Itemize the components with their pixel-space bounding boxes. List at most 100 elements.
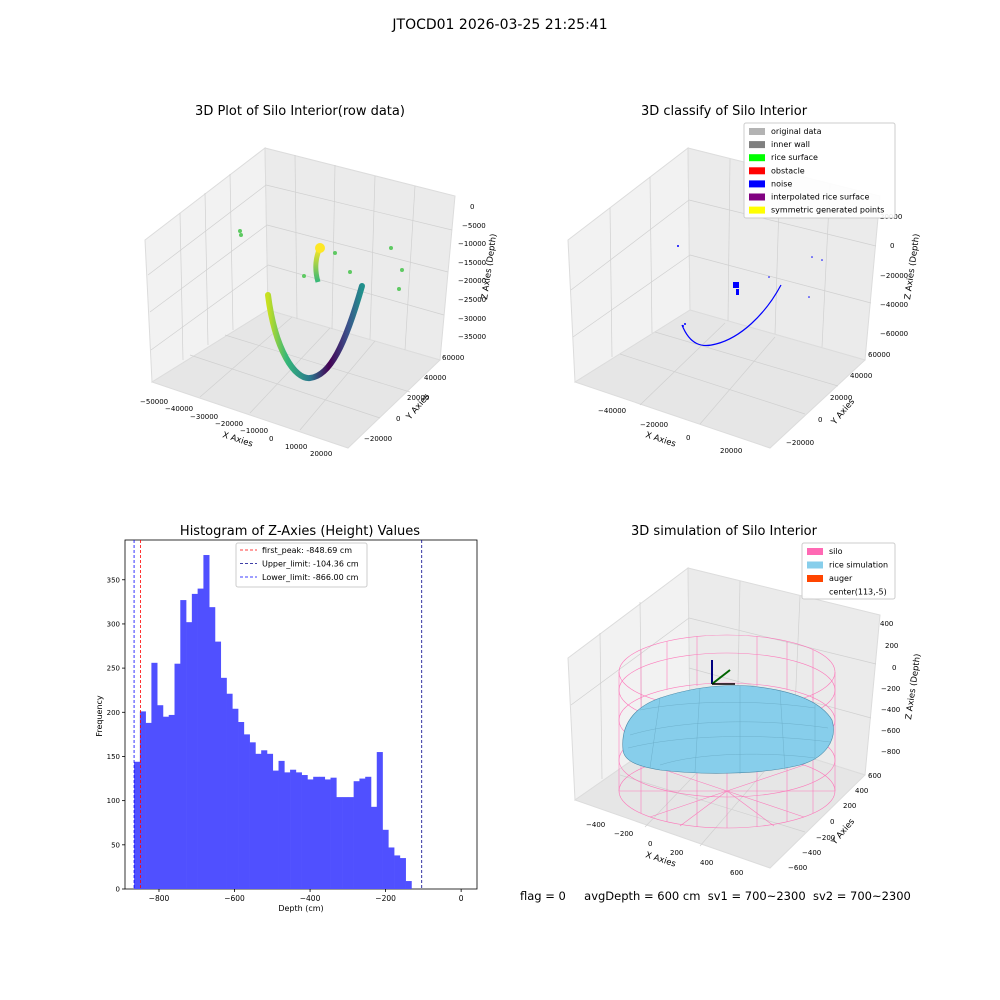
histogram-bar — [330, 777, 337, 889]
raw-xtick: −50000 — [140, 398, 168, 406]
classify-ytick: 0 — [818, 416, 822, 424]
histogram-bar — [370, 806, 378, 889]
histogram-bar — [301, 775, 308, 889]
flag-text: flag = 0 — [520, 889, 566, 903]
raw-ztick: −35000 — [458, 333, 486, 341]
raw-ztick: −20000 — [458, 277, 486, 285]
histogram-bar — [272, 770, 279, 889]
sim-ztick: −800 — [881, 748, 900, 756]
classify-legend-label: inner wall — [771, 140, 810, 149]
histogram-ylabel: Frequency — [95, 695, 104, 737]
histogram-bar — [284, 772, 291, 889]
histogram-bar — [318, 776, 326, 889]
histogram-bar — [266, 753, 274, 889]
histogram-bar — [382, 829, 389, 889]
histogram-bar — [365, 776, 372, 889]
raw-xtick: −40000 — [165, 405, 193, 413]
classify-ytick: 40000 — [850, 372, 872, 380]
classify-legend-label: rice surface — [771, 153, 818, 162]
histogram-bar — [226, 693, 233, 889]
raw-ztick: −30000 — [458, 315, 486, 323]
histogram-bar — [359, 778, 366, 889]
histogram-bar — [376, 752, 383, 889]
histogram-bar — [145, 722, 152, 889]
classify-ztick: −20000 — [880, 272, 908, 280]
histogram-bar — [162, 716, 170, 889]
raw-xtick: 10000 — [285, 443, 307, 451]
histogram-bar — [232, 708, 239, 889]
sim-ytick: 400 — [855, 787, 868, 795]
histogram-xlabel: Depth (cm) — [278, 904, 323, 913]
histogram-bar — [255, 753, 262, 889]
status-footer: flag = 0 avgDepth = 600 cm sv1 = 700~230… — [520, 889, 911, 903]
raw-ytick: 0 — [396, 415, 400, 423]
raw-ztick: 0 — [470, 203, 474, 211]
histogram-bar — [209, 607, 216, 889]
histogram-bar — [134, 761, 141, 889]
histogram-bar — [324, 779, 331, 889]
histogram-bar — [186, 622, 193, 889]
classify-xtick: −20000 — [640, 421, 668, 429]
sim-ztick: −600 — [881, 727, 900, 735]
sim-xtick: 0 — [648, 840, 652, 848]
histogram-bar — [307, 779, 314, 889]
histogram-ytick-label: 150 — [107, 753, 120, 761]
classify-xtick: 0 — [686, 434, 690, 442]
sim-ytick: −200 — [816, 834, 835, 842]
histogram-bar — [342, 797, 349, 889]
sv1-text: sv1 = 700~2300 — [707, 889, 806, 903]
sim-xtick: 600 — [730, 869, 743, 877]
classify-legend-label: original data — [771, 127, 822, 136]
classify-zlabel: Z Axies (Depth) — [903, 233, 922, 300]
raw-ytick: 20000 — [407, 394, 429, 402]
histogram-ytick-label: 350 — [107, 576, 120, 584]
histogram-ytick-label: 300 — [107, 620, 120, 628]
raw-ytick: −20000 — [364, 435, 392, 443]
histogram-ytick-label: 50 — [111, 841, 120, 849]
raw-ytick: 60000 — [442, 354, 464, 362]
classify-ytick: 20000 — [830, 394, 852, 402]
histogram-bar — [295, 772, 302, 889]
raw-xtick: 0 — [269, 435, 273, 443]
raw-xtick: −30000 — [190, 413, 218, 421]
histogram-bar — [157, 705, 164, 889]
sv2-text: sv2 = 700~2300 — [812, 889, 911, 903]
histogram-bar — [347, 797, 354, 889]
histogram-bar — [261, 750, 268, 889]
sim-legend-label: rice simulation — [829, 561, 888, 570]
sim-xtick: 400 — [700, 859, 713, 867]
sim-ztick: 0 — [892, 664, 896, 672]
histogram-bar — [180, 600, 187, 889]
histogram-bar — [290, 769, 297, 889]
histogram-chart: −800 −600 −400 −200 0 050100150200250300350 … — [95, 539, 478, 913]
simulation-3d-plot: −400 −200 0 200 400 600 −600 −400 −200 0… — [567, 542, 923, 877]
histogram-bar — [394, 855, 401, 889]
raw-ztick: −15000 — [458, 259, 486, 267]
raw-3d-plot: −50000 −40000 −30000 −20000 −10000 0 100… — [140, 147, 499, 458]
classify-ztick: −60000 — [880, 330, 908, 338]
raw-ztick: −10000 — [458, 240, 486, 248]
sim-ytick: −400 — [802, 849, 821, 857]
histogram-bar — [174, 663, 181, 889]
histogram-bar — [151, 662, 158, 889]
histogram-ytick-label: 250 — [107, 665, 120, 673]
classify-xtick: 20000 — [720, 447, 742, 455]
classify-legend-label: obstacle — [771, 166, 805, 175]
histogram-bar — [191, 593, 198, 889]
histogram-legend-label: Lower_limit: -866.00 cm — [262, 573, 359, 582]
raw-ztick: −25000 — [458, 296, 486, 304]
histogram-xtick-label: −200 — [375, 894, 396, 903]
raw-plot-title: 3D Plot of Silo Interior(row data) — [195, 104, 405, 119]
sim-xtick: −200 — [614, 830, 633, 838]
sim-zlabel: Z Axies (Depth) — [904, 653, 923, 720]
histogram-bar — [197, 588, 204, 889]
classify-legend-swatch — [749, 141, 765, 149]
histogram-xtick-label: 0 — [459, 894, 464, 903]
histogram-bar — [243, 734, 250, 889]
sim-ytick: 600 — [868, 772, 881, 780]
histogram-xtick-label: −600 — [224, 894, 245, 903]
classify-legend-label: symmetric generated points — [771, 206, 884, 215]
classify-ytick: −20000 — [786, 439, 814, 447]
raw-xtick: 20000 — [310, 450, 332, 458]
